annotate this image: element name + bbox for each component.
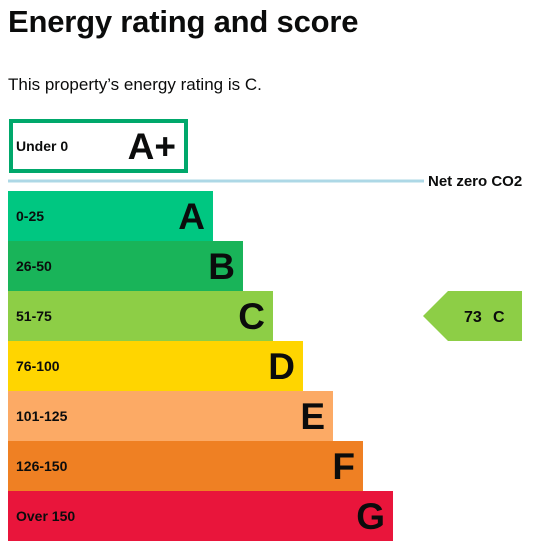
band-range-label: Over 150	[16, 508, 75, 524]
band-letter-label: A	[178, 196, 205, 237]
band-range-label: Under 0	[16, 138, 68, 154]
band-range-label: 101-125	[16, 408, 68, 424]
band-bar	[8, 191, 213, 241]
rating-band-f: 126-150 F	[8, 441, 363, 491]
band-bar	[8, 441, 363, 491]
band-letter-label: E	[300, 396, 325, 437]
current-score: 73	[464, 309, 482, 326]
band-bar	[8, 391, 333, 441]
rating-band-e: 101-125 E	[8, 391, 333, 441]
band-bar	[9, 119, 188, 173]
band-bar	[8, 341, 303, 391]
band-letter-label: D	[268, 346, 295, 387]
band-range-label: 0-25	[16, 208, 44, 224]
band-letter-label: A+	[128, 126, 176, 167]
band-bar	[8, 241, 243, 291]
energy-rating-summary: This property’s energy rating is C.	[8, 75, 262, 94]
page-title: Energy rating and score	[8, 4, 359, 39]
band-bar	[8, 491, 393, 541]
band-letter-label: C	[238, 296, 265, 337]
rating-band-a: 0-25 A	[8, 191, 213, 241]
rating-band-b: 26-50 B	[8, 241, 243, 291]
band-letter-label: F	[332, 446, 355, 487]
net-zero-label: Net zero CO2	[428, 173, 522, 190]
current-letter: C	[493, 309, 505, 326]
current-rating-arrow	[423, 291, 522, 341]
band-range-label: 26-50	[16, 258, 52, 274]
rating-band-g: Over 150 G	[8, 491, 393, 541]
rating-band-d: 76-100 D	[8, 341, 303, 391]
band-range-label: 51-75	[16, 308, 52, 324]
band-letter-label: B	[208, 246, 235, 287]
rating-band-a-plus: Under 0 A+	[9, 119, 188, 173]
band-range-label: 126-150	[16, 458, 68, 474]
band-bar	[8, 291, 273, 341]
rating-band-c: 51-75 C	[8, 291, 273, 341]
current-rating-marker: 73 C	[423, 291, 522, 341]
band-letter-label: G	[356, 496, 385, 537]
band-range-label: 76-100	[16, 358, 60, 374]
